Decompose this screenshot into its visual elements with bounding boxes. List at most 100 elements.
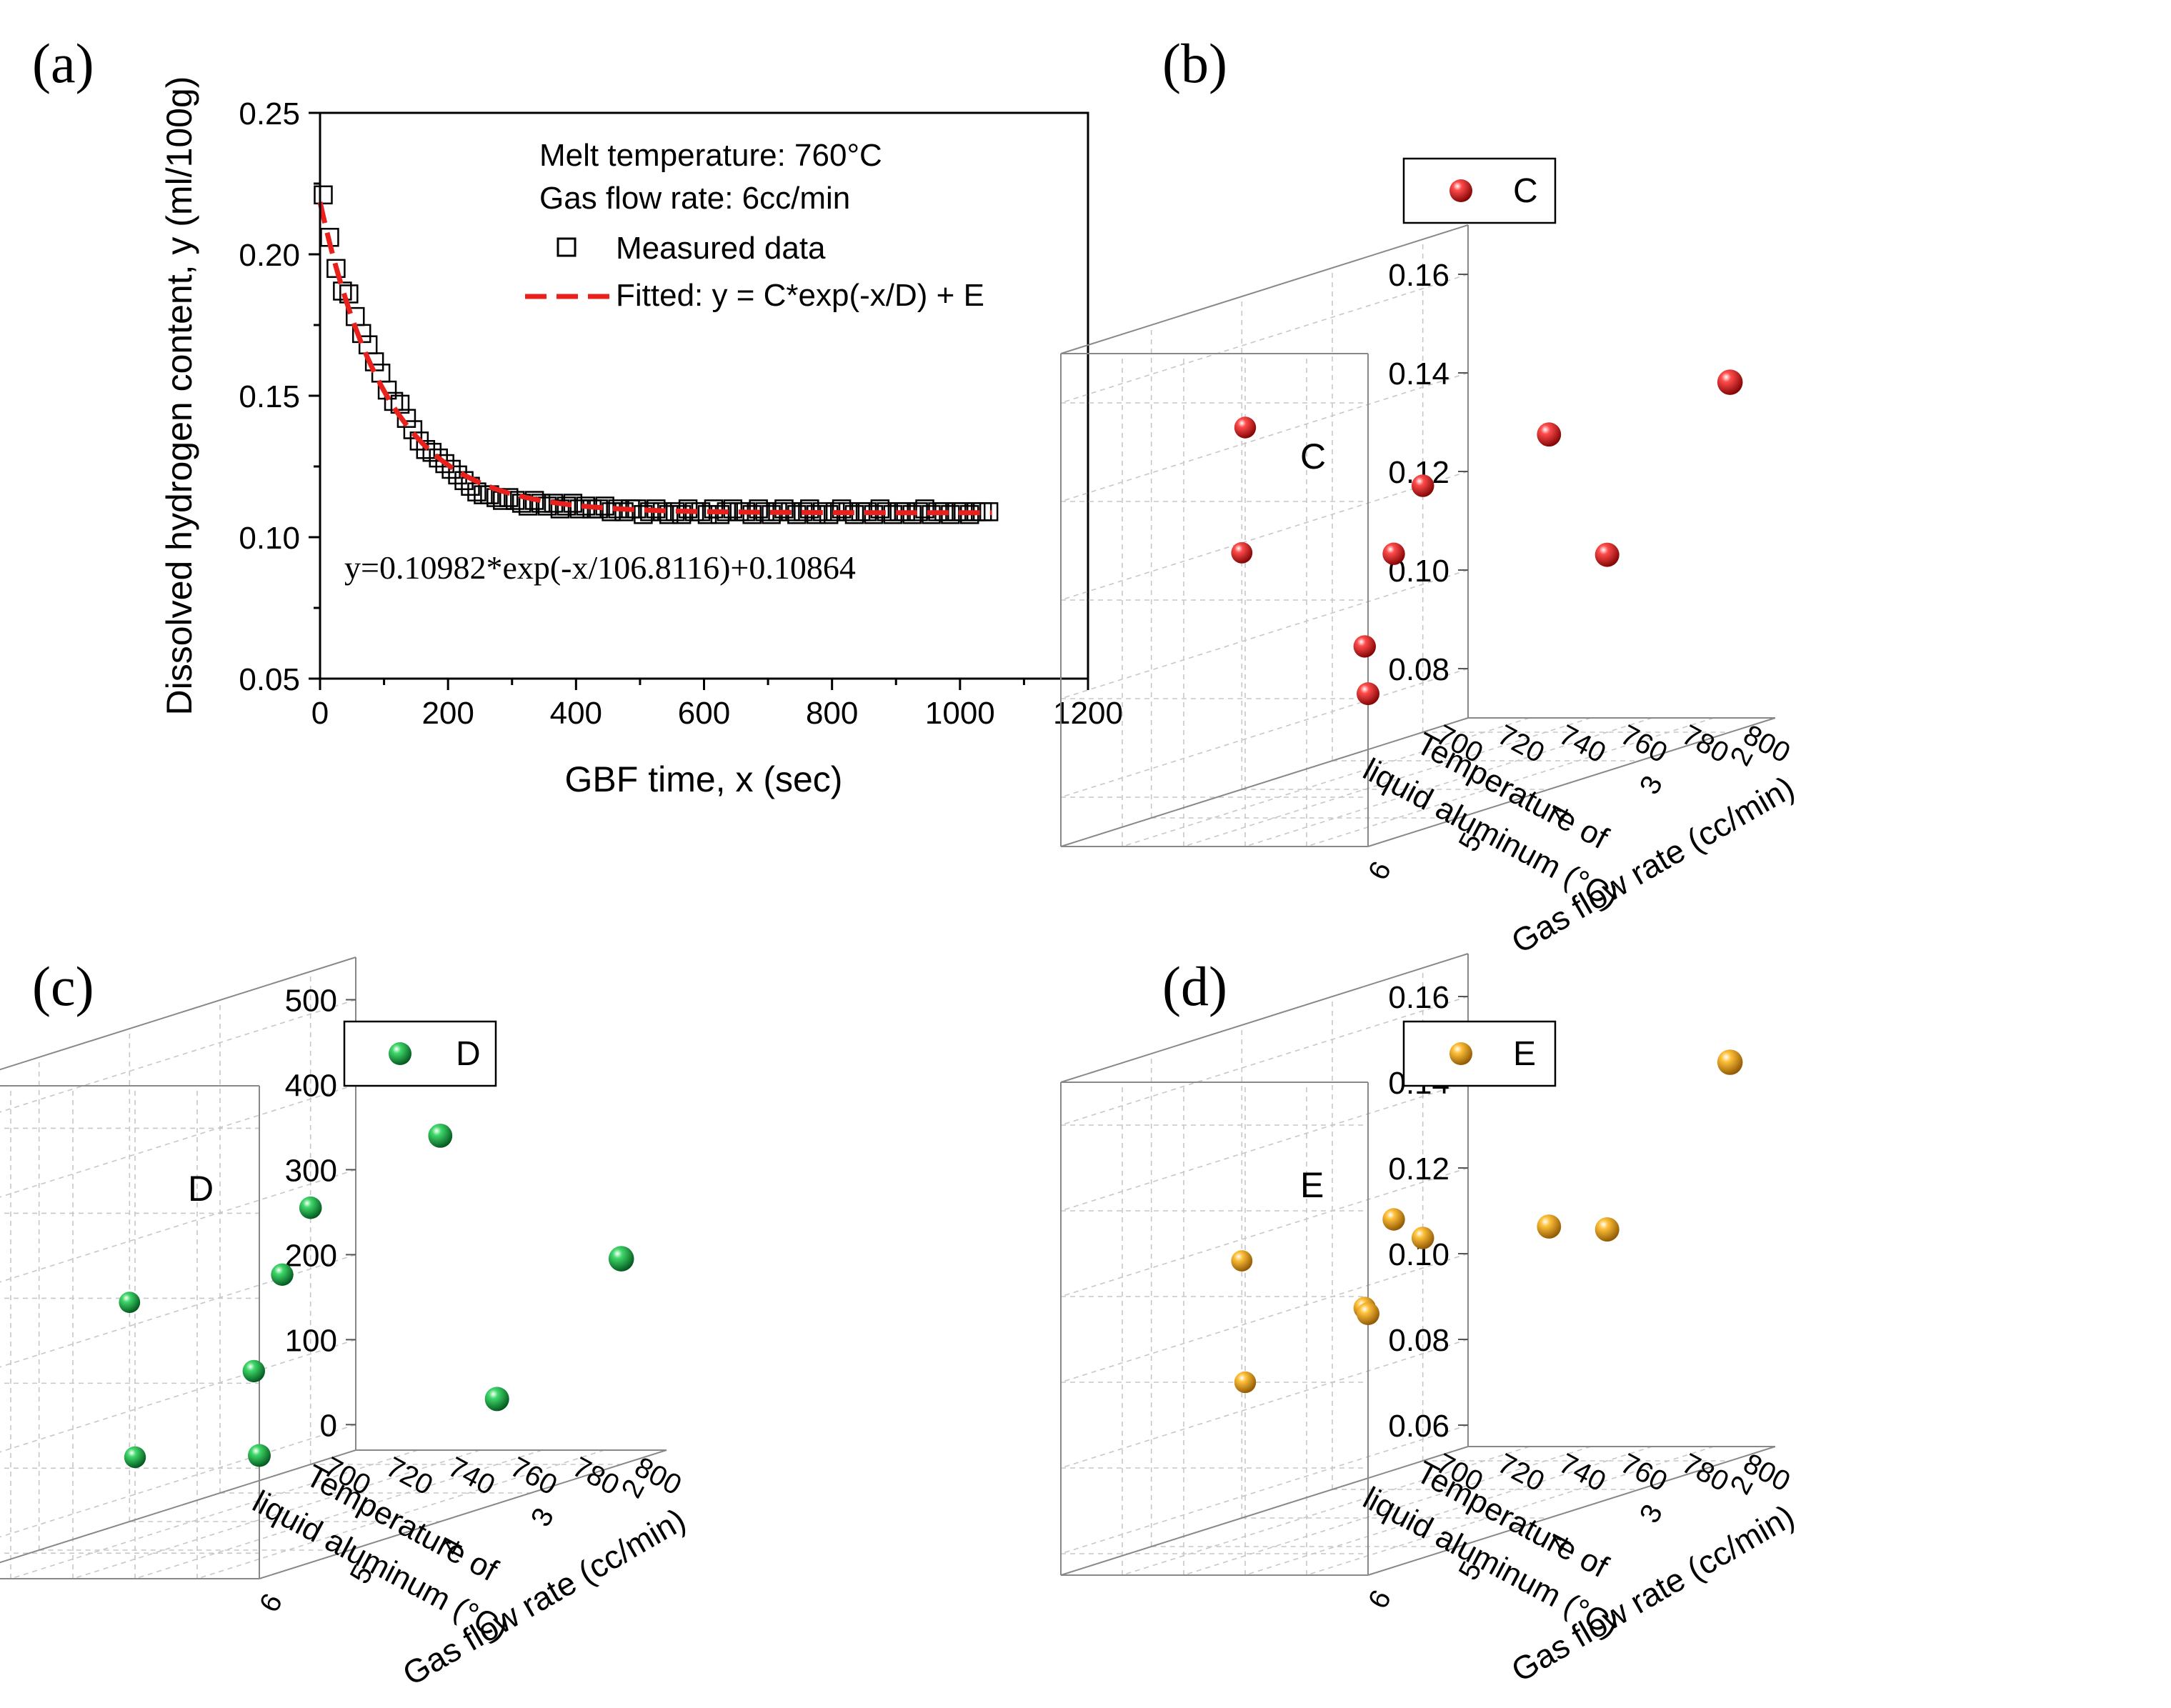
box-edge — [1367, 717, 1776, 847]
data-point — [422, 442, 442, 462]
x-tick-label-a: 200 — [421, 696, 474, 731]
y-tick-label-a: 0.10 — [239, 521, 300, 556]
left-wall-grid-line — [1060, 1339, 1469, 1469]
floor-grid-line — [1244, 717, 1653, 847]
data-point — [403, 420, 423, 439]
box-edge — [0, 957, 356, 1071]
data-point-3d — [1411, 1227, 1434, 1249]
legend-label-e: E — [1513, 1035, 1536, 1073]
z-tick-label: 0.06 — [1388, 1409, 1449, 1444]
data-point-3d — [1717, 369, 1743, 395]
annotation-melt-temperature: Melt temperature: 760°C — [539, 138, 882, 173]
legend-fitted: Fitted: y = C*exp(-x/D) + E — [616, 278, 984, 313]
legend-ball-c — [1449, 179, 1472, 202]
legend-ball-e — [1449, 1042, 1472, 1065]
z-tick-label: 400 — [285, 1068, 337, 1103]
data-point — [697, 505, 717, 524]
floor-grid-line — [1183, 717, 1592, 847]
data-point — [704, 499, 724, 519]
panel-c-points — [119, 1124, 634, 1469]
panel-label-b: (b) — [1162, 32, 1227, 94]
left-wall-grid-line — [0, 1169, 356, 1283]
left-wall-grid-line — [0, 1254, 356, 1368]
floor-grid-line — [1306, 1446, 1715, 1576]
panel-d-grid — [1060, 953, 1776, 1576]
data-point — [435, 454, 454, 474]
panel-label-a: (a) — [32, 32, 94, 94]
z-tick-label: 0.14 — [1388, 356, 1449, 391]
gas-flow-tick-label: 6 — [1362, 1585, 1397, 1614]
z-tick-label: 0.16 — [1388, 980, 1449, 1015]
data-point — [524, 491, 544, 510]
z-tick-label: 200 — [285, 1238, 337, 1273]
panel-a: (a) 0 200 400 600 800 1000 1200 0.05 0.10 0.15 0.2… — [32, 32, 1123, 799]
data-point-3d — [1231, 541, 1253, 564]
plot-a-frame — [319, 111, 1089, 680]
data-point-3d — [124, 1446, 146, 1469]
gas-flow-tick-label: 6 — [1362, 857, 1397, 885]
left-wall-grid-line — [0, 1339, 356, 1453]
data-point — [915, 499, 934, 519]
box-edge — [1060, 224, 1469, 354]
data-point-3d — [1411, 474, 1434, 497]
gas-flow-tick-label: 3 — [1634, 1499, 1669, 1528]
z-axis-title-d: E — [1300, 1165, 1324, 1205]
x-tick-label-a: 1200 — [1053, 696, 1123, 731]
box-edge — [1060, 1446, 1469, 1576]
data-point — [429, 448, 448, 468]
left-wall-grid-line — [0, 1424, 356, 1538]
x-tick-label-a: 400 — [550, 696, 602, 731]
data-point-3d — [428, 1124, 453, 1148]
data-point — [710, 505, 730, 524]
left-wall-grid-line — [1060, 1424, 1469, 1554]
floor-grid-line — [1122, 717, 1530, 847]
z-tick-label: 500 — [285, 983, 337, 1018]
legend-ball-d — [389, 1042, 411, 1065]
z-tick-label: 100 — [285, 1323, 337, 1358]
plot-a-markers — [314, 185, 999, 524]
data-point — [659, 505, 679, 524]
data-point-3d — [119, 1292, 141, 1313]
data-point-3d — [484, 1387, 509, 1412]
gas-flow-tick-label: 3 — [525, 1503, 560, 1532]
legend-box-d — [1402, 1020, 1557, 1087]
data-point — [505, 491, 525, 510]
left-wall-grid-line — [1060, 1167, 1469, 1297]
floor-grid-line — [1306, 717, 1715, 847]
left-wall-grid-line — [1060, 569, 1469, 699]
data-point-3d — [248, 1444, 271, 1467]
gas-flow-tick-label: 6 — [254, 1589, 289, 1617]
fit-equation: y=0.10982*exp(-x/106.8116)+0.10864 — [344, 549, 856, 586]
data-point — [441, 459, 461, 479]
x-tick-label-a: 600 — [678, 696, 730, 731]
data-point-3d — [1353, 635, 1377, 658]
plot-a-tick-labels: 0 200 400 600 800 1000 1200 0.05 0.10 0.15 0.20 0.2… — [239, 96, 1123, 731]
data-point-3d — [1594, 1217, 1619, 1242]
z-axis-title-c: D — [188, 1169, 214, 1209]
data-point — [979, 502, 999, 521]
fit-curve — [317, 201, 992, 516]
x-tick-label-a: 0 — [311, 696, 329, 731]
panel-d: (d) 0.060.080.100.120.140.16700720740760… — [1060, 953, 1800, 1689]
box-edge — [259, 1449, 667, 1579]
y-tick-label-a: 0.15 — [239, 379, 300, 414]
left-wall-grid-line — [1060, 668, 1469, 798]
legend-c: D — [343, 1020, 497, 1087]
data-point-3d — [608, 1246, 634, 1272]
z-tick-label: 0.08 — [1388, 652, 1449, 687]
data-point — [550, 499, 570, 519]
data-point — [774, 499, 794, 519]
legend-square-marker — [557, 237, 577, 257]
annotation-gas-flow-rate: Gas flow rate: 6cc/min — [539, 181, 850, 216]
data-point-3d — [1357, 1302, 1379, 1325]
floor-grid-line — [134, 1449, 543, 1579]
z-axis-title-b: C — [1300, 436, 1326, 476]
legend-measured-data: Measured data — [616, 231, 826, 266]
data-point — [314, 185, 333, 205]
data-point-3d — [1717, 1049, 1743, 1075]
legend-box-c — [343, 1020, 497, 1087]
data-point — [634, 505, 653, 524]
data-point — [557, 496, 577, 516]
